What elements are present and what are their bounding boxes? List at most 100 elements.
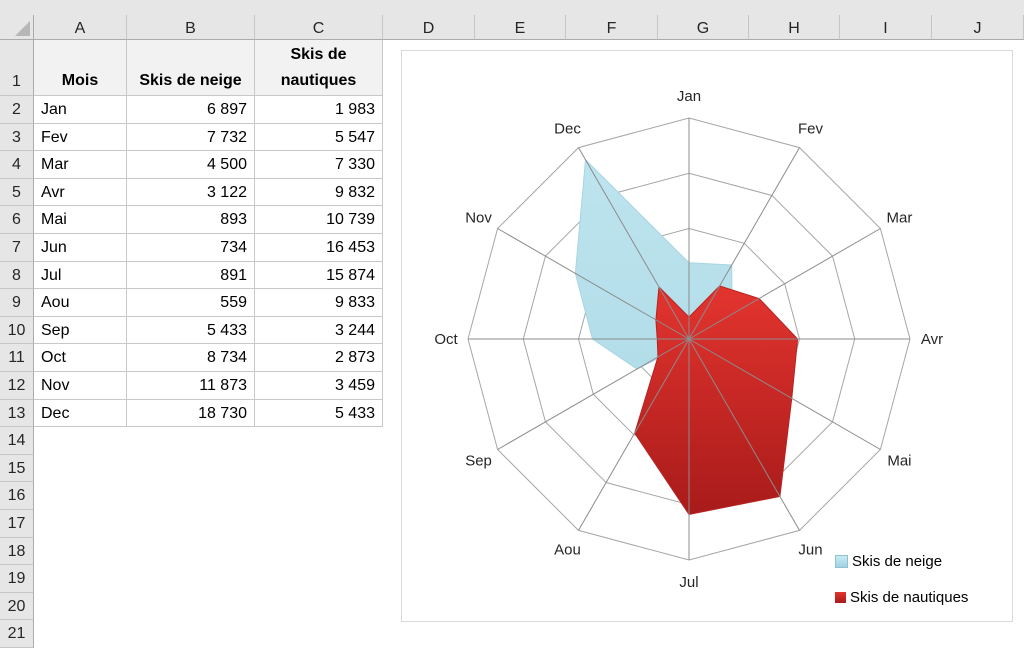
legend-swatch-icon bbox=[835, 592, 846, 603]
cell-A1[interactable]: Mois bbox=[34, 40, 127, 96]
category-label-jun: Jun bbox=[798, 541, 822, 558]
category-label-mar: Mar bbox=[887, 210, 913, 227]
cell-C6[interactable]: 10 739 bbox=[255, 206, 383, 234]
row-header-16[interactable]: 16 bbox=[0, 482, 34, 510]
category-label-oct: Oct bbox=[434, 331, 458, 348]
cell-C8[interactable]: 15 874 bbox=[255, 261, 383, 290]
cell-A10[interactable]: Sep bbox=[34, 316, 127, 345]
cell-A6[interactable]: Mai bbox=[34, 206, 127, 234]
cell-B4[interactable]: 4 500 bbox=[127, 151, 255, 179]
radar-plot: Jan Fev Mar Avr Mai Jun Jul Aou Sep Oct Nov Dec bbox=[434, 88, 943, 591]
category-label-mai: Mai bbox=[887, 453, 911, 470]
top-strip bbox=[0, 0, 1024, 15]
cell-A9[interactable]: Aou bbox=[34, 289, 127, 317]
cell-A11[interactable]: Oct bbox=[34, 344, 127, 372]
category-label-jan: Jan bbox=[677, 88, 701, 105]
category-label-jul: Jul bbox=[679, 574, 698, 591]
row-header-21[interactable]: 21 bbox=[0, 620, 34, 648]
cell-A5[interactable]: Avr bbox=[34, 178, 127, 207]
cell-B2[interactable]: 6 897 bbox=[127, 96, 255, 124]
category-label-sep: Sep bbox=[465, 453, 492, 470]
axis-spoke bbox=[497, 338, 690, 450]
row-header-2[interactable]: 2 bbox=[0, 96, 34, 124]
cell-B12[interactable]: 11 873 bbox=[127, 372, 255, 400]
legend-item-skis-de-neige[interactable]: Skis de neige bbox=[835, 553, 942, 570]
row-header-5[interactable]: 5 bbox=[0, 178, 34, 207]
row-header-6[interactable]: 6 bbox=[0, 206, 34, 234]
column-header-E[interactable]: E bbox=[475, 15, 566, 40]
row-header-12[interactable]: 12 bbox=[0, 372, 34, 400]
cell-B11[interactable]: 8 734 bbox=[127, 344, 255, 372]
axis-spoke bbox=[688, 147, 800, 340]
axis-spoke bbox=[578, 147, 690, 340]
cell-C5[interactable]: 9 832 bbox=[255, 178, 383, 207]
row-header-11[interactable]: 11 bbox=[0, 344, 34, 372]
row-header-19[interactable]: 19 bbox=[0, 565, 34, 593]
cell-C9[interactable]: 9 833 bbox=[255, 289, 383, 317]
cell-B13[interactable]: 18 730 bbox=[127, 399, 255, 428]
cell-B10[interactable]: 5 433 bbox=[127, 316, 255, 345]
cell-C4[interactable]: 7 330 bbox=[255, 151, 383, 179]
legend-label: Skis de nautiques bbox=[850, 589, 969, 606]
cell-B1[interactable]: Skis de neige bbox=[127, 40, 255, 96]
column-header-J[interactable]: J bbox=[932, 15, 1024, 40]
category-label-dec: Dec bbox=[554, 121, 581, 138]
category-label-aou: Aou bbox=[554, 541, 581, 558]
legend-swatch-icon bbox=[835, 555, 848, 568]
cell-A2[interactable]: Jan bbox=[34, 96, 127, 124]
column-header-I[interactable]: I bbox=[840, 15, 932, 40]
cell-B6[interactable]: 893 bbox=[127, 206, 255, 234]
cell-B3[interactable]: 7 732 bbox=[127, 123, 255, 152]
cell-A7[interactable]: Jun bbox=[34, 234, 127, 262]
axis-spoke bbox=[497, 228, 690, 340]
category-label-avr: Avr bbox=[921, 331, 943, 348]
cell-C3[interactable]: 5 547 bbox=[255, 123, 383, 152]
row-header-17[interactable]: 17 bbox=[0, 510, 34, 538]
column-header-G[interactable]: G bbox=[658, 15, 749, 40]
row-header-4[interactable]: 4 bbox=[0, 151, 34, 179]
cell-B7[interactable]: 734 bbox=[127, 234, 255, 262]
radar-chart[interactable]: Jan Fev Mar Avr Mai Jun Jul Aou Sep Oct Nov Dec Ski… bbox=[401, 50, 1013, 622]
axis-spoke bbox=[688, 338, 800, 531]
column-header-C[interactable]: C bbox=[255, 15, 383, 40]
cell-C2[interactable]: 1 983 bbox=[255, 96, 383, 124]
column-header-F[interactable]: F bbox=[566, 15, 658, 40]
row-header-1[interactable]: 1 bbox=[0, 40, 34, 96]
cell-A3[interactable]: Fev bbox=[34, 123, 127, 152]
row-header-3[interactable]: 3 bbox=[0, 123, 34, 152]
cell-A4[interactable]: Mar bbox=[34, 151, 127, 179]
row-header-13[interactable]: 13 bbox=[0, 399, 34, 428]
cell-C7[interactable]: 16 453 bbox=[255, 234, 383, 262]
cell-B9[interactable]: 559 bbox=[127, 289, 255, 317]
legend-label: Skis de neige bbox=[852, 553, 943, 570]
series-skis-de-nautiques[interactable] bbox=[634, 285, 799, 515]
row-header-15[interactable]: 15 bbox=[0, 454, 34, 483]
legend-item-skis-de-nautiques[interactable]: Skis de nautiques bbox=[835, 589, 968, 606]
column-header-H[interactable]: H bbox=[749, 15, 840, 40]
cell-A13[interactable]: Dec bbox=[34, 399, 127, 428]
category-label-fev: Fev bbox=[798, 121, 824, 138]
cell-A8[interactable]: Jul bbox=[34, 261, 127, 290]
cell-A12[interactable]: Nov bbox=[34, 372, 127, 400]
cell-C10[interactable]: 3 244 bbox=[255, 316, 383, 345]
cell-C12[interactable]: 3 459 bbox=[255, 372, 383, 400]
cell-C11[interactable]: 2 873 bbox=[255, 344, 383, 372]
cell-B8[interactable]: 891 bbox=[127, 261, 255, 290]
cell-C1[interactable]: Skis de nautiques bbox=[255, 40, 383, 96]
axis-spoke bbox=[688, 228, 881, 340]
row-header-18[interactable]: 18 bbox=[0, 537, 34, 566]
select-all-corner[interactable] bbox=[0, 15, 34, 40]
row-header-20[interactable]: 20 bbox=[0, 592, 34, 621]
axis-spoke bbox=[578, 338, 690, 531]
category-label-nov: Nov bbox=[465, 210, 492, 227]
column-header-B[interactable]: B bbox=[127, 15, 255, 40]
row-header-7[interactable]: 7 bbox=[0, 234, 34, 262]
cell-B5[interactable]: 3 122 bbox=[127, 178, 255, 207]
row-header-14[interactable]: 14 bbox=[0, 427, 34, 455]
row-header-8[interactable]: 8 bbox=[0, 261, 34, 290]
row-header-10[interactable]: 10 bbox=[0, 316, 34, 345]
row-header-9[interactable]: 9 bbox=[0, 289, 34, 317]
column-header-A[interactable]: A bbox=[34, 15, 127, 40]
cell-C13[interactable]: 5 433 bbox=[255, 399, 383, 428]
column-header-D[interactable]: D bbox=[383, 15, 475, 40]
